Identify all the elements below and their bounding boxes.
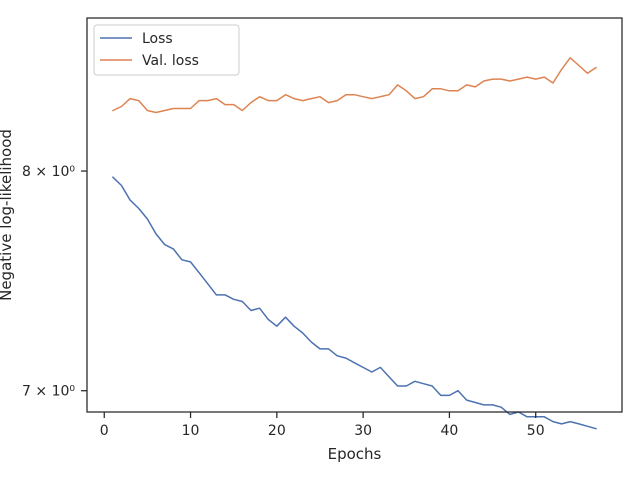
y-axis-label: Negative log-likelihood: [0, 129, 15, 301]
series-line-val-loss: [112, 57, 597, 114]
x-tick-label: 50: [527, 423, 545, 439]
x-tick-label: 40: [441, 423, 459, 439]
x-tick-label: 0: [100, 423, 109, 439]
x-tick-label: 20: [268, 423, 286, 439]
axes-layer: [86, 17, 623, 413]
y-tick-label: 7 × 10⁰: [22, 384, 75, 400]
legend-label: Loss: [142, 31, 173, 47]
legend: Loss Val. loss: [93, 24, 240, 76]
x-tick-label: 10: [182, 423, 200, 439]
x-axis-label: Epochs: [328, 445, 382, 463]
legend-label: Val. loss: [142, 53, 199, 69]
series-layer: [112, 57, 597, 430]
x-tick-label: 30: [354, 423, 372, 439]
tick-layer: 0 10 20 30 40 50 7 × 10⁰ 8 × 10⁰: [22, 164, 545, 439]
series-line-loss: [112, 176, 597, 430]
plot-frame: [86, 17, 623, 413]
y-tick-label: 8 × 10⁰: [22, 164, 75, 180]
